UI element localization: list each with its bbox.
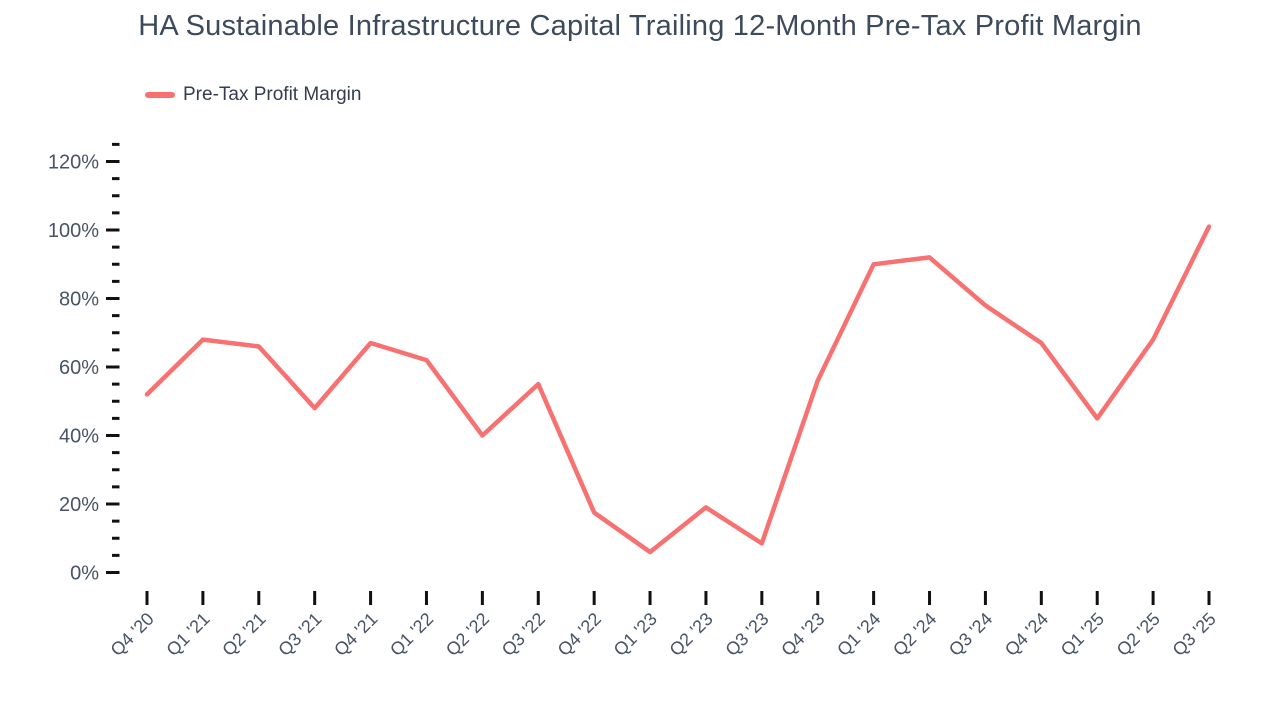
y-tick-label: 20% [59,494,99,516]
y-axis: 0% 20% 40% 60% 80% 100% 120% [48,142,120,585]
y-tick-label: 0% [70,563,99,585]
x-tick-label: Q3 '22 [498,609,549,660]
legend: Pre-Tax Profit Margin [145,84,361,106]
x-tick-label: Q4 '24 [1001,609,1052,660]
x-tick-label: Q2 '22 [442,609,493,660]
x-tick-label: Q1 '24 [833,609,884,660]
x-tick-label: Q1 '23 [610,609,661,660]
x-tick-label: Q2 '21 [218,609,269,660]
x-tick-label: Q3 '25 [1169,609,1220,660]
y-tick-label: 80% [59,289,99,311]
x-tick-label: Q3 '21 [274,609,325,660]
x-tick-label: Q1 '22 [386,609,437,660]
x-tick-label: Q4 '23 [777,609,828,660]
chart-title: HA Sustainable Infrastructure Capital Tr… [138,10,1142,42]
legend-line-swatch [145,92,175,98]
pre-tax-profit-margin-line [144,224,1212,555]
y-tick-label: 100% [48,220,99,242]
series-layer [144,224,1212,555]
legend-label: Pre-Tax Profit Margin [183,84,362,105]
x-tick-label: Q2 '24 [889,609,940,660]
x-tick-label: Q1 '21 [162,609,213,660]
x-tick-label: Q1 '25 [1057,609,1108,660]
x-tick-label: Q3 '24 [945,609,996,660]
y-tick-label: 40% [59,426,99,448]
x-tick-label: Q4 '20 [107,609,158,660]
x-tick-label: Q4 '22 [554,609,605,660]
x-tick-label: Q2 '23 [666,609,717,660]
x-tick-label: Q3 '23 [721,609,772,660]
x-tick-label: Q2 '25 [1113,609,1164,660]
x-axis: Q4 '20 Q1 '21 Q2 '21 Q3 '21 Q4 '21 Q1 '22 Q2 '… [107,591,1220,660]
x-tick-label: Q4 '21 [330,609,381,660]
y-tick-label: 120% [48,152,99,174]
y-tick-label: 60% [59,357,99,379]
